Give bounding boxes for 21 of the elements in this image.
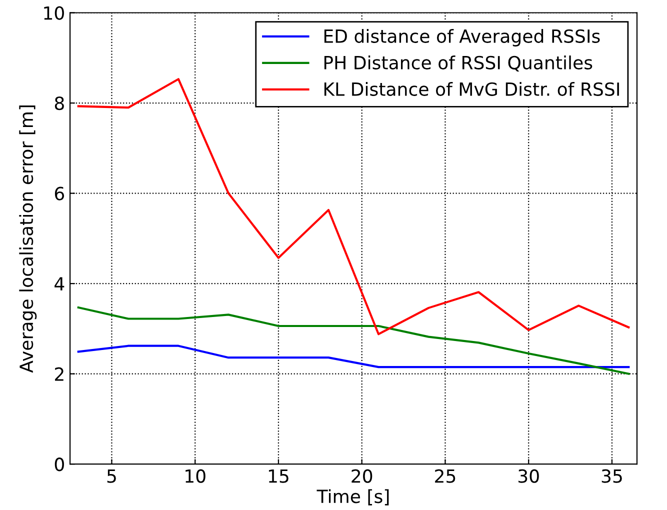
x-tick-label: 25 <box>435 469 456 483</box>
y-tick-label: 6 <box>54 186 64 200</box>
y-axis-title: Average localisation error [m] <box>19 106 37 373</box>
y-tick-label: 4 <box>54 277 64 290</box>
x-tick-label: 10 <box>186 469 206 483</box>
line-series <box>77 344 630 368</box>
y-tick-label: 0 <box>54 458 64 472</box>
x-tick-label: 5 <box>107 470 116 483</box>
legend-label: KL Distance of MvG Distr. of RSSI <box>324 82 619 96</box>
legend-label: PH Distance of RSSI Quantiles <box>324 56 592 72</box>
legend-label: ED distance of Averaged RSSIs <box>324 29 600 46</box>
y-tick-label: 2 <box>55 367 64 381</box>
x-tick-label: 15 <box>268 470 288 483</box>
line-series <box>77 78 630 336</box>
x-axis-title: Time [s] <box>316 489 389 506</box>
x-tick-label: 20 <box>352 469 372 483</box>
y-tick-label: 10 <box>44 6 64 20</box>
line-series <box>77 306 630 375</box>
x-tick-label: 35 <box>602 469 622 483</box>
y-tick-label: 8 <box>54 96 64 110</box>
x-tick-label: 30 <box>518 469 539 483</box>
